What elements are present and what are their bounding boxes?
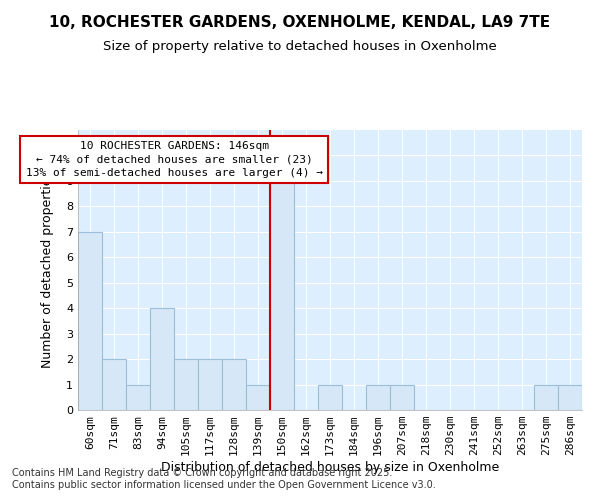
Bar — [102, 359, 126, 410]
Bar — [174, 359, 198, 410]
Y-axis label: Number of detached properties: Number of detached properties — [41, 172, 53, 368]
Bar — [558, 384, 582, 410]
Text: 10 ROCHESTER GARDENS: 146sqm
← 74% of detached houses are smaller (23)
13% of se: 10 ROCHESTER GARDENS: 146sqm ← 74% of de… — [25, 142, 323, 178]
Bar — [198, 359, 222, 410]
Bar — [126, 384, 150, 410]
X-axis label: Distribution of detached houses by size in Oxenholme: Distribution of detached houses by size … — [161, 461, 499, 474]
Text: 10, ROCHESTER GARDENS, OXENHOLME, KENDAL, LA9 7TE: 10, ROCHESTER GARDENS, OXENHOLME, KENDAL… — [49, 15, 551, 30]
Bar — [366, 384, 390, 410]
Bar — [150, 308, 174, 410]
Bar — [390, 384, 414, 410]
Bar — [318, 384, 342, 410]
Bar — [246, 384, 270, 410]
Bar — [534, 384, 558, 410]
Text: Size of property relative to detached houses in Oxenholme: Size of property relative to detached ho… — [103, 40, 497, 53]
Bar — [270, 181, 294, 410]
Bar — [222, 359, 246, 410]
Text: Contains HM Land Registry data © Crown copyright and database right 2025.
Contai: Contains HM Land Registry data © Crown c… — [12, 468, 436, 490]
Bar — [78, 232, 102, 410]
